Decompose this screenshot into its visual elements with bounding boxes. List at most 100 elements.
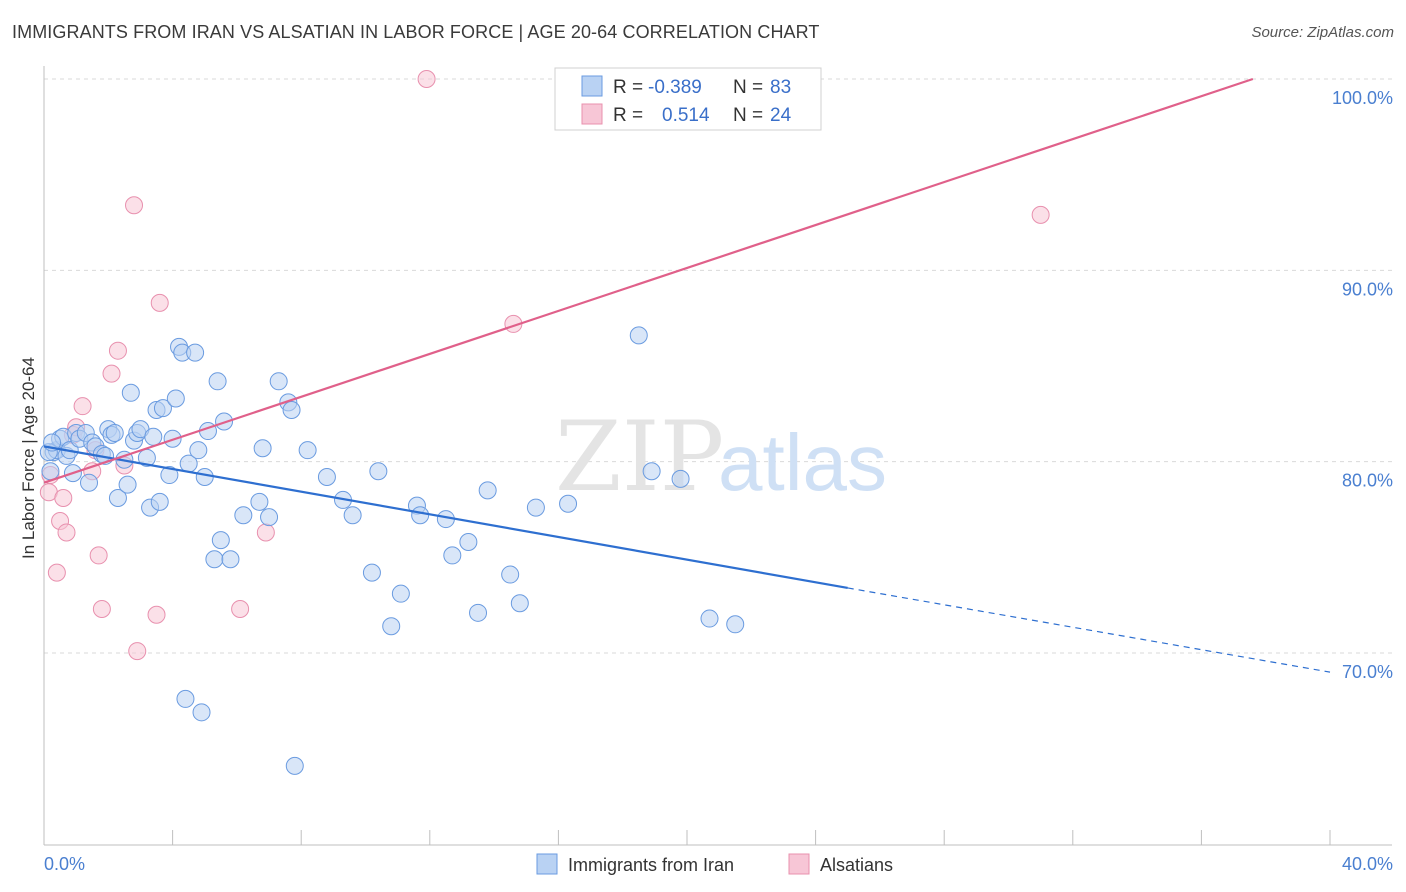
x-tick-label: 0.0%: [44, 854, 85, 874]
legend-n-blue: 83: [770, 77, 791, 98]
data-point-alsatians: [108, 341, 127, 360]
bottom-legend-label-blue: Immigrants from Iran: [568, 855, 734, 875]
bottom-legend-swatch-blue: [536, 853, 558, 875]
data-point-alsatians: [147, 605, 166, 624]
data-point-iran: [391, 584, 410, 603]
y-tick-label: 100.0%: [1332, 88, 1393, 108]
data-point-iran: [369, 462, 388, 481]
data-point-alsatians: [89, 546, 108, 565]
data-point-iran: [478, 481, 497, 500]
data-point-iran: [150, 492, 169, 511]
data-point-iran: [153, 399, 172, 418]
data-point-iran: [105, 423, 124, 442]
data-point-iran: [629, 326, 648, 345]
data-point-alsatians: [54, 489, 73, 508]
data-point-iran: [282, 401, 301, 420]
y-tick-label: 90.0%: [1342, 279, 1393, 299]
bottom-legend: Immigrants from Iran Alsatians: [536, 853, 893, 875]
source-label: Source: ZipAtlas.com: [1251, 24, 1394, 41]
data-point-iran: [41, 462, 60, 481]
data-point-iran: [317, 467, 336, 486]
data-point-iran: [108, 489, 127, 508]
legend-swatch-pink: [581, 103, 603, 125]
data-point-iran: [192, 703, 211, 722]
x-tick-label: 40.0%: [1342, 854, 1393, 874]
trend-line-iran: [43, 445, 848, 590]
data-point-alsatians: [47, 563, 66, 582]
watermark: ZIP atlas: [555, 401, 887, 513]
legend-r-blue: -0.389: [648, 77, 702, 98]
data-point-alsatians: [57, 523, 76, 542]
data-point-alsatians: [231, 599, 250, 618]
data-point-iran: [205, 550, 224, 569]
data-point-iran: [80, 473, 99, 492]
trend-line-iran-extension: [847, 587, 1331, 673]
data-point-iran: [189, 441, 208, 460]
data-point-iran: [285, 756, 304, 775]
data-point-alsatians: [256, 523, 275, 542]
data-point-iran: [160, 466, 179, 485]
data-point-iran: [382, 617, 401, 636]
data-point-iran: [253, 439, 272, 458]
y-tick-label: 80.0%: [1342, 471, 1393, 491]
data-point-iran: [118, 475, 137, 494]
legend-r-pink: 0.514: [662, 105, 710, 126]
data-point-iran: [642, 462, 661, 481]
legend-r-label-blue: R =: [613, 77, 643, 98]
data-point-alsatians: [150, 293, 169, 312]
legend: R = -0.389 N = 83 R = 0.514 N = 24: [554, 67, 822, 131]
gridlines: [44, 78, 1392, 654]
data-point-iran: [443, 546, 462, 565]
y-axis-title: In Labor Force | Age 20-64: [19, 357, 38, 559]
data-point-iran: [269, 372, 288, 391]
data-point-iran: [234, 506, 253, 525]
data-point-iran: [260, 508, 279, 527]
data-point-alsatians: [128, 642, 147, 661]
data-point-iran: [700, 609, 719, 628]
data-point-iran: [144, 427, 163, 446]
legend-r-label-pink: R =: [613, 105, 643, 126]
data-point-alsatians: [102, 364, 121, 383]
chart-title: IMMIGRANTS FROM IRAN VS ALSATIAN IN LABO…: [12, 22, 820, 42]
data-point-iran: [510, 594, 529, 613]
legend-n-label-blue: N =: [733, 77, 763, 98]
data-point-iran: [411, 506, 430, 525]
data-point-iran: [250, 492, 269, 511]
data-point-alsatians: [92, 599, 111, 618]
data-point-iran: [195, 467, 214, 486]
bottom-legend-swatch-pink: [788, 853, 810, 875]
data-point-alsatians: [1031, 205, 1050, 224]
data-point-iran: [343, 506, 362, 525]
data-points: [39, 70, 1050, 775]
trend-lines: [43, 77, 1331, 673]
data-point-alsatians: [125, 196, 144, 215]
watermark-atlas: atlas: [718, 418, 887, 507]
data-point-iran: [469, 603, 488, 622]
data-point-iran: [208, 372, 227, 391]
data-point-iran: [176, 689, 195, 708]
data-point-iran: [221, 550, 240, 569]
data-point-iran: [726, 615, 745, 634]
legend-swatch-blue: [581, 75, 603, 97]
data-point-alsatians: [73, 397, 92, 416]
data-point-iran: [186, 343, 205, 362]
tick-labels: 70.0% 80.0% 90.0% 100.0% 0.0% 40.0%: [44, 88, 1393, 874]
data-point-iran: [501, 565, 520, 584]
trend-line-alsatians: [43, 77, 1254, 484]
data-point-iran: [362, 563, 381, 582]
data-point-iran: [459, 533, 478, 552]
data-point-iran: [559, 494, 578, 513]
data-point-iran: [298, 441, 317, 460]
data-point-iran: [166, 389, 185, 408]
data-point-iran: [211, 531, 230, 550]
data-point-iran: [526, 498, 545, 517]
data-point-alsatians: [417, 70, 436, 88]
legend-n-pink: 24: [770, 105, 792, 126]
data-point-iran: [671, 469, 690, 488]
bottom-legend-label-pink: Alsatians: [820, 855, 893, 875]
legend-n-label-pink: N =: [733, 105, 763, 126]
y-tick-label: 70.0%: [1342, 662, 1393, 682]
watermark-zip: ZIP: [555, 401, 724, 513]
data-point-iran: [121, 383, 140, 402]
